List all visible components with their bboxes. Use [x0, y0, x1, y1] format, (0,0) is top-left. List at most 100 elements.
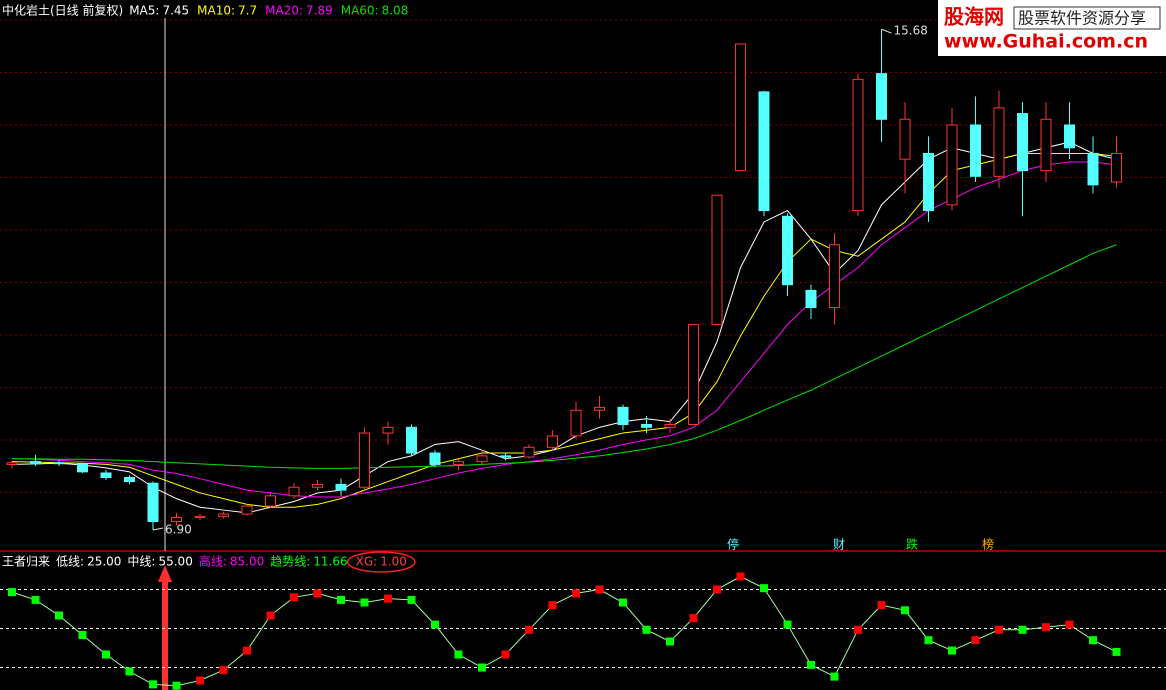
- trend-marker: [55, 611, 63, 620]
- candle-body: [265, 495, 276, 507]
- trend-marker: [830, 672, 839, 681]
- param-value: 25.00: [87, 555, 121, 569]
- trend-marker: [877, 601, 886, 610]
- candle-body: [30, 461, 41, 465]
- trend-marker: [172, 681, 181, 690]
- trend-marker: [431, 620, 439, 629]
- watermark-slogan-box: [1013, 6, 1161, 30]
- trend-marker: [1065, 620, 1074, 629]
- arrow-head: [158, 565, 172, 582]
- min-marker: [152, 527, 164, 531]
- candle-body: [664, 423, 676, 428]
- chart-title: 中化岩土(日线 前复权): [2, 3, 123, 18]
- trend-marker: [384, 594, 392, 603]
- candle-body: [288, 486, 300, 497]
- indicator-title: 王者归来: [2, 555, 50, 569]
- max-label: 15.68: [894, 24, 928, 38]
- candle-body: [805, 289, 817, 309]
- trend-marker: [1042, 623, 1050, 632]
- candle-body: [523, 446, 535, 458]
- candle-body: [124, 477, 135, 483]
- event-label: 停: [727, 537, 739, 552]
- trend-marker: [971, 636, 980, 645]
- trend-marker: [337, 595, 345, 604]
- candle-body: [1087, 152, 1099, 186]
- candle-body: [946, 124, 958, 206]
- trend-marker: [736, 572, 745, 581]
- param-value: 1.00: [380, 555, 407, 569]
- legend-name: MA20:: [265, 4, 303, 18]
- min-label: 6.90: [165, 523, 192, 537]
- param-name: 趋势线:: [270, 555, 310, 569]
- trend-marker: [454, 650, 463, 659]
- candle-body: [406, 426, 417, 454]
- candle-body: [429, 452, 441, 465]
- legend-value: 7.45: [162, 4, 189, 18]
- candle-body: [923, 152, 934, 212]
- candle-body: [970, 124, 981, 177]
- trend-marker: [266, 611, 275, 620]
- candle-body: [876, 73, 887, 120]
- ma-line: [12, 244, 1117, 469]
- watermark-box: [938, 0, 1166, 56]
- watermark-slogan: 股票软件资源分享: [1018, 9, 1146, 28]
- candle-body: [500, 455, 511, 458]
- candle-body: [218, 513, 229, 517]
- trend-marker: [149, 680, 157, 689]
- param-value: 55.00: [158, 555, 192, 569]
- candle-body: [453, 461, 464, 465]
- candle-body: [359, 432, 370, 488]
- event-label: 跌: [906, 537, 918, 552]
- trend-marker: [407, 595, 416, 604]
- legend-name: MA10:: [197, 4, 235, 18]
- legend-name: MA60:: [341, 4, 379, 18]
- highlight-ellipse: [346, 551, 416, 573]
- watermark-url: www.Guhai.com.cn: [944, 31, 1148, 53]
- candle-body: [1064, 124, 1075, 149]
- param-name: 高线:: [199, 554, 227, 569]
- trend-marker: [760, 584, 768, 593]
- param-name: 低线:: [56, 555, 84, 569]
- trend-marker: [501, 650, 510, 659]
- trend-marker: [31, 595, 40, 604]
- trend-marker: [313, 589, 322, 598]
- param-value: 85.00: [230, 555, 264, 569]
- trend-marker: [478, 663, 486, 672]
- candle-body: [617, 406, 629, 425]
- candle-body: [1040, 118, 1052, 172]
- candle-body: [382, 426, 394, 434]
- trend-marker: [689, 614, 698, 623]
- trend-marker: [1112, 647, 1121, 656]
- event-label: 榜: [982, 537, 994, 552]
- candle-body: [100, 472, 112, 479]
- candle-body: [993, 107, 1005, 177]
- legend-value: 8.08: [382, 4, 409, 18]
- trend-marker: [1089, 636, 1097, 645]
- candle-body: [711, 194, 723, 326]
- max-marker: [881, 28, 892, 34]
- trend-marker: [783, 620, 792, 629]
- trend-marker: [642, 625, 651, 634]
- trend-marker: [995, 625, 1003, 634]
- trend-marker: [619, 598, 627, 607]
- watermark-brand: 股海网: [944, 5, 1004, 29]
- trend-marker: [901, 606, 909, 615]
- candle-body: [547, 435, 558, 448]
- trend-marker: [854, 625, 862, 634]
- legend-value: 7.7: [238, 4, 257, 18]
- candle-body: [194, 515, 206, 518]
- event-label: 财: [833, 538, 845, 552]
- candle-body: [570, 409, 582, 437]
- trend-marker: [125, 667, 134, 676]
- param-name: XG:: [356, 555, 378, 569]
- candle-body: [476, 455, 488, 463]
- trend-marker: [102, 650, 110, 659]
- trend-marker: [243, 646, 251, 655]
- trend-marker: [548, 601, 557, 610]
- trend-marker: [525, 625, 533, 634]
- candle-body: [829, 244, 840, 309]
- trend-marker: [290, 593, 298, 602]
- trend-marker: [1018, 625, 1027, 634]
- trend-marker: [196, 676, 204, 685]
